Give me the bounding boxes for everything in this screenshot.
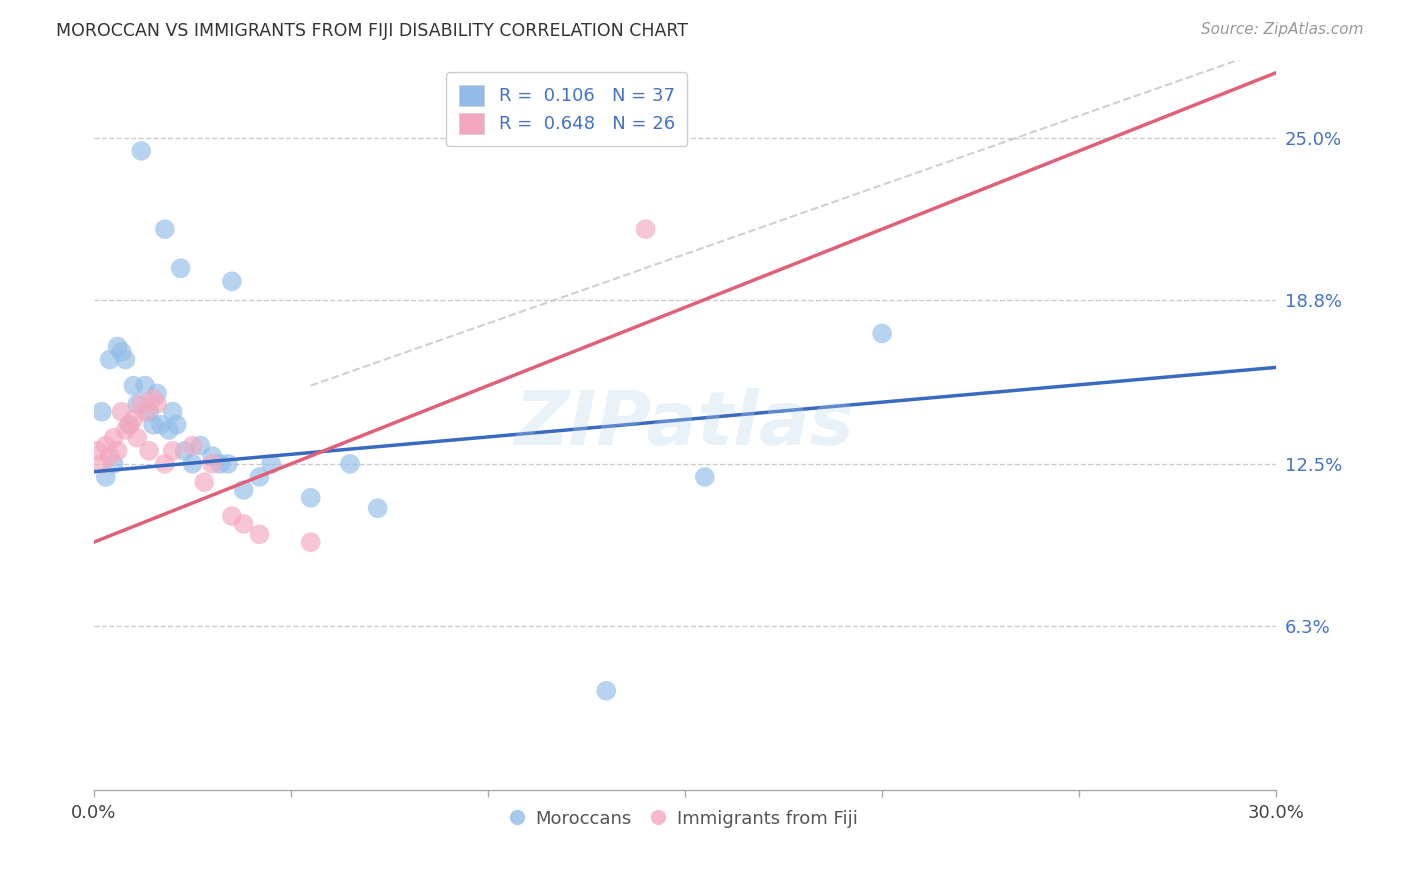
Point <box>142 392 165 406</box>
Point <box>217 457 239 471</box>
Point <box>153 457 176 471</box>
Point <box>299 491 322 505</box>
Point <box>107 339 129 353</box>
Point <box>260 457 283 471</box>
Point <box>201 449 224 463</box>
Point <box>138 405 160 419</box>
Point <box>146 386 169 401</box>
Point <box>122 412 145 426</box>
Point <box>367 501 389 516</box>
Point <box>110 344 132 359</box>
Point <box>249 470 271 484</box>
Point <box>103 457 125 471</box>
Point <box>118 417 141 432</box>
Point <box>134 378 156 392</box>
Point <box>595 683 617 698</box>
Point <box>94 439 117 453</box>
Point <box>90 405 112 419</box>
Point <box>181 457 204 471</box>
Point <box>142 417 165 432</box>
Point <box>94 470 117 484</box>
Point <box>98 352 121 367</box>
Point <box>870 326 893 341</box>
Point <box>634 222 657 236</box>
Point <box>299 535 322 549</box>
Text: ZIPatlas: ZIPatlas <box>515 388 855 461</box>
Point <box>87 443 110 458</box>
Point <box>173 443 195 458</box>
Point <box>169 261 191 276</box>
Point <box>162 405 184 419</box>
Point <box>221 274 243 288</box>
Point <box>693 470 716 484</box>
Point <box>107 443 129 458</box>
Point <box>110 405 132 419</box>
Point <box>98 449 121 463</box>
Point <box>232 483 254 497</box>
Text: MOROCCAN VS IMMIGRANTS FROM FIJI DISABILITY CORRELATION CHART: MOROCCAN VS IMMIGRANTS FROM FIJI DISABIL… <box>56 22 689 40</box>
Point <box>221 509 243 524</box>
Point <box>103 431 125 445</box>
Point <box>129 144 152 158</box>
Point <box>181 439 204 453</box>
Point <box>188 439 211 453</box>
Point <box>162 443 184 458</box>
Legend: Moroccans, Immigrants from Fiji: Moroccans, Immigrants from Fiji <box>505 802 865 836</box>
Point <box>129 397 152 411</box>
Point <box>134 405 156 419</box>
Point <box>339 457 361 471</box>
Point <box>90 457 112 471</box>
Point <box>201 457 224 471</box>
Point <box>153 222 176 236</box>
Point <box>127 397 149 411</box>
Point <box>146 397 169 411</box>
Text: Source: ZipAtlas.com: Source: ZipAtlas.com <box>1201 22 1364 37</box>
Point <box>166 417 188 432</box>
Point <box>114 352 136 367</box>
Point <box>193 475 215 490</box>
Point <box>118 417 141 432</box>
Point <box>138 443 160 458</box>
Point <box>157 423 180 437</box>
Point <box>122 378 145 392</box>
Point <box>127 431 149 445</box>
Point <box>114 423 136 437</box>
Point <box>249 527 271 541</box>
Point <box>208 457 231 471</box>
Point <box>232 516 254 531</box>
Point <box>149 417 172 432</box>
